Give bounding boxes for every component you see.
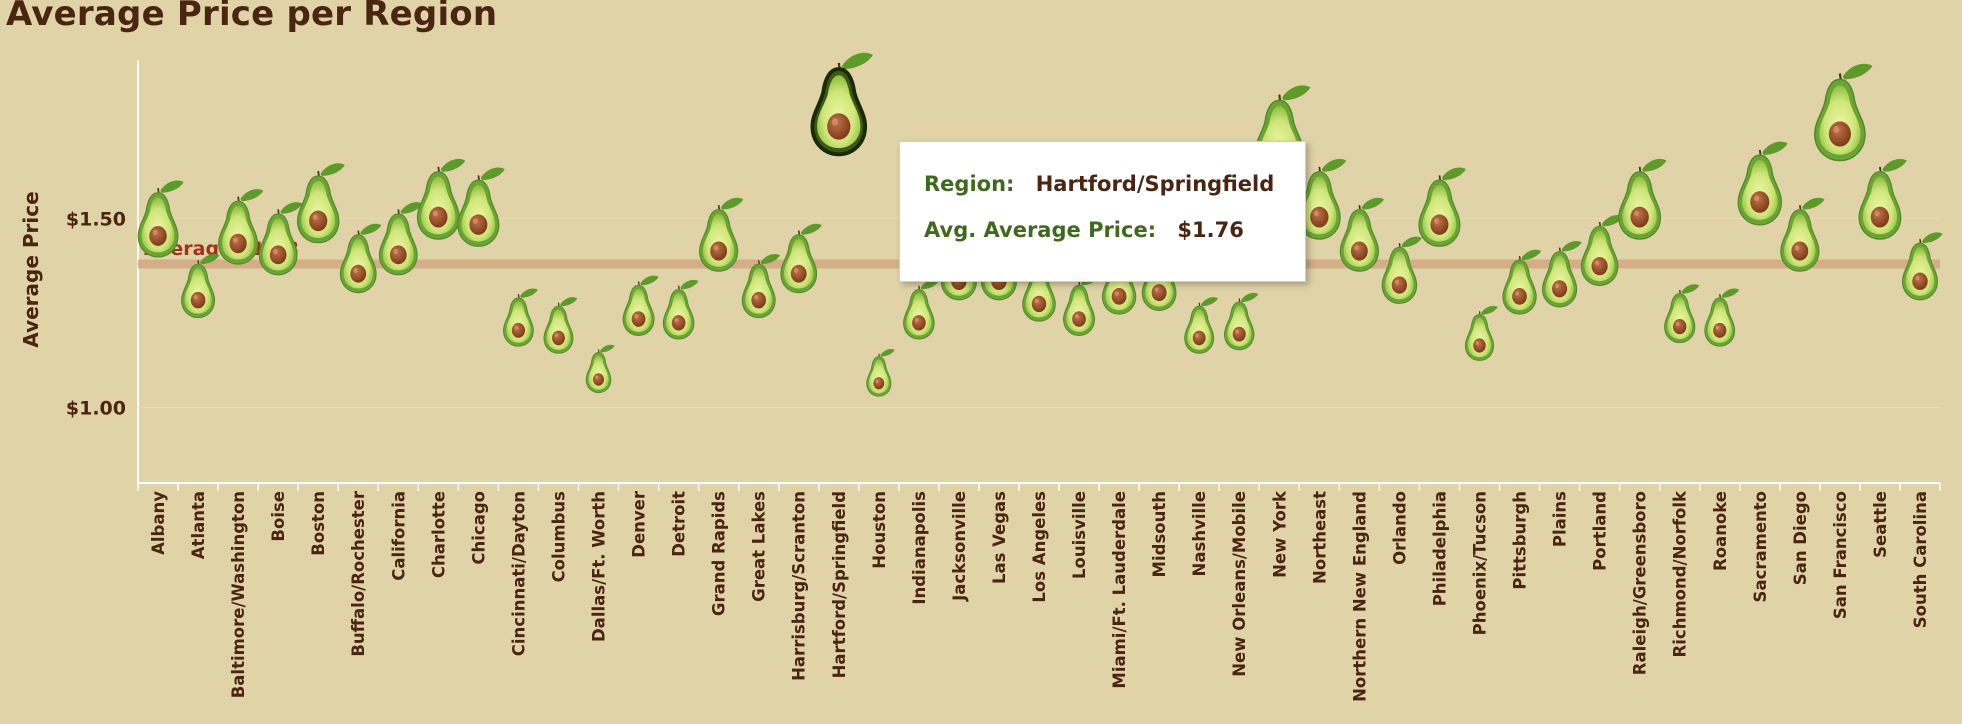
x-tick-label: Baltimore/Washington <box>229 491 248 698</box>
x-tick-label: Boston <box>309 491 328 556</box>
data-point-avocado-icon[interactable] <box>903 279 939 340</box>
x-tick-label: Boise <box>269 491 288 542</box>
data-point-avocado-icon[interactable] <box>1618 158 1667 240</box>
data-point-avocado-icon[interactable] <box>1184 297 1219 354</box>
x-tick-label: Jacksonville <box>950 491 969 602</box>
data-point-avocado-icon[interactable] <box>585 344 615 394</box>
x-tick-label: Dallas/Ft. Worth <box>590 491 609 642</box>
tooltip-price-key: Avg. Average Price: <box>924 218 1157 242</box>
data-point-avocado-icon[interactable] <box>1704 288 1740 347</box>
x-tick-label: Denver <box>630 490 649 558</box>
data-point-avocado-icon[interactable] <box>741 253 781 319</box>
tooltip-price-value: $1.76 <box>1177 218 1244 242</box>
data-point-avocado-icon[interactable] <box>543 297 578 354</box>
data-point-avocado-icon[interactable] <box>662 279 699 340</box>
x-tick-label: Portland <box>1591 491 1610 571</box>
x-tick-label: Indianapolis <box>910 491 929 605</box>
data-point-avocado-icon[interactable] <box>622 275 659 336</box>
x-tick-label: Northeast <box>1310 491 1329 584</box>
data-point-avocado-icon[interactable] <box>218 189 264 265</box>
data-point-avocado-icon[interactable] <box>1580 215 1624 287</box>
x-tick-label: Cincinnati/Dayton <box>509 491 528 656</box>
x-tick-label: Houston <box>870 491 889 569</box>
x-tick-label: Roanoke <box>1711 491 1730 571</box>
x-tick-label: Atlanta <box>189 491 208 559</box>
x-tick-label: Northern New England <box>1350 491 1369 702</box>
y-tick-label: $1.00 <box>66 397 126 419</box>
data-point-avocado-icon[interactable] <box>1780 197 1825 272</box>
x-tick-label: New York <box>1270 490 1289 578</box>
data-point-avocado-icon[interactable] <box>1541 240 1582 308</box>
x-tick-label: Albany <box>149 491 168 555</box>
tooltip: Region: Hartford/Springfield Avg. Averag… <box>899 141 1306 282</box>
data-point-avocado-icon[interactable] <box>1339 197 1385 272</box>
data-point-avocado-icon[interactable] <box>457 167 505 247</box>
data-point-avocado-icon[interactable] <box>137 180 184 258</box>
x-tick-label: Buffalo/Rochester <box>349 490 368 656</box>
data-point-avocado-icon[interactable] <box>416 158 466 240</box>
chart-title: Average Price per Region <box>6 0 498 34</box>
data-point-avocado-icon[interactable] <box>1381 236 1422 304</box>
x-tick-label: Plains <box>1551 491 1570 547</box>
data-point-avocado-icon[interactable] <box>1063 275 1100 336</box>
data-point-avocado-icon[interactable] <box>296 163 345 244</box>
x-tick-label: Seattle <box>1871 491 1890 558</box>
x-tick-label: Orlando <box>1390 491 1409 565</box>
x-tick-label: Grand Rapids <box>710 491 729 616</box>
y-axis-label: Average Price <box>19 191 43 347</box>
data-point-avocado-icon[interactable] <box>699 197 744 272</box>
x-tick-label: Raleigh/Greensboro <box>1631 491 1650 675</box>
data-point-avocado-icon[interactable] <box>258 202 303 276</box>
data-point-avocado-icon[interactable] <box>1901 232 1943 301</box>
x-tick-label: Harrisburg/Scranton <box>790 491 809 681</box>
x-tick-label: Great Lakes <box>750 491 769 602</box>
x-tick-label: San Francisco <box>1831 491 1850 619</box>
data-point-avocado-icon[interactable] <box>1737 141 1788 226</box>
data-point-avocado-icon[interactable] <box>503 288 538 347</box>
x-tick-label: Chicago <box>469 491 488 565</box>
x-tick-label: Los Angeles <box>1030 491 1049 603</box>
data-point-avocado-icon[interactable] <box>1664 284 1700 344</box>
x-tick-label: Las Vegas <box>990 491 1009 584</box>
x-tick-label: Louisville <box>1070 491 1089 579</box>
x-tick-label: Pittsburgh <box>1511 491 1530 590</box>
x-tick-label: Detroit <box>670 491 689 557</box>
data-point-avocado-icon[interactable] <box>810 52 873 157</box>
data-point-avocado-icon[interactable] <box>378 202 423 276</box>
data-point-avocado-icon[interactable] <box>181 253 220 319</box>
data-point-avocado-icon[interactable] <box>1224 292 1259 351</box>
x-tick-label: Midsouth <box>1150 491 1169 577</box>
tooltip-region-key: Region: <box>924 172 1015 196</box>
data-point-avocado-icon[interactable] <box>780 223 822 294</box>
data-point-avocado-icon[interactable] <box>339 223 382 294</box>
data-point-avocado-icon[interactable] <box>1814 63 1873 162</box>
x-tick-label: New Orleans/Mobile <box>1230 491 1249 677</box>
data-point-avocado-icon[interactable] <box>866 349 895 397</box>
x-tick-label: Philadelphia <box>1430 491 1449 606</box>
x-tick-label: California <box>389 491 408 581</box>
tooltip-region-value: Hartford/Springfield <box>1035 172 1275 196</box>
x-tick-label: Hartford/Springfield <box>830 491 849 678</box>
data-point-avocado-icon[interactable] <box>1464 305 1498 361</box>
x-tick-label: Columbus <box>549 491 568 583</box>
y-tick-label: $1.50 <box>66 209 126 231</box>
data-point-avocado-icon[interactable] <box>1297 158 1347 240</box>
x-tick-label: Phoenix/Tucson <box>1470 491 1489 635</box>
data-point-avocado-icon[interactable] <box>1502 249 1542 315</box>
x-tick-label: Charlotte <box>429 491 448 578</box>
x-tick-label: Nashville <box>1190 491 1209 576</box>
data-point-avocado-icon[interactable] <box>1418 167 1466 247</box>
x-tick-label: Richmond/Norfolk <box>1671 490 1690 657</box>
x-tick-label: Sacramento <box>1751 491 1770 602</box>
x-tick-label: San Diego <box>1791 491 1810 585</box>
data-point-avocado-icon[interactable] <box>1858 158 1907 240</box>
x-tick-label: South Carolina <box>1911 491 1930 628</box>
x-tick-label: Miami/Ft. Lauderdale <box>1110 491 1129 689</box>
